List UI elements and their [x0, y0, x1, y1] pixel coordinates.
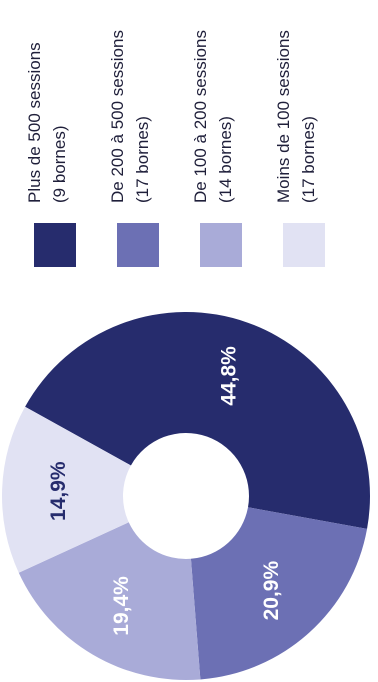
legend-label: Moins de 100 sessions (17 bornes) — [271, 30, 321, 203]
slice-100-200-value-label: 19,4% — [110, 576, 133, 636]
donut-chart: 44,8% 20,9% 19,4% 14,9% — [2, 312, 370, 680]
legend-item-100-200: De 100 à 200 sessions (14 bornes) — [188, 7, 268, 267]
slice-moins-100-value-label: 14,9% — [47, 461, 70, 521]
legend-swatch — [200, 223, 242, 267]
slice-200-500 — [190, 507, 368, 680]
legend-label-text: Plus de 500 sessions — [25, 42, 44, 203]
slice-plus-500 — [25, 312, 370, 529]
legend-label-count: (14 bornes) — [216, 116, 235, 203]
slice-moins-100 — [2, 406, 131, 573]
legend-item-moins-100: Moins de 100 sessions (17 bornes) — [271, 7, 351, 267]
legend-label-count: (17 bornes) — [299, 116, 318, 203]
legend-label-count: (9 bornes) — [50, 125, 69, 203]
legend-label: Plus de 500 sessions (9 bornes) — [22, 42, 72, 203]
legend-label-count: (17 bornes) — [133, 116, 152, 203]
legend-label: De 100 à 200 sessions (14 bornes) — [188, 30, 238, 203]
legend-label: De 200 à 500 sessions (17 bornes) — [105, 30, 155, 203]
legend-item-200-500: De 200 à 500 sessions (17 bornes) — [105, 7, 185, 267]
legend-swatch — [117, 223, 159, 267]
slice-200-500-value-label: 20,9% — [260, 561, 283, 621]
legend-swatch — [283, 223, 325, 267]
slice-plus-500-value-label: 44,8% — [217, 346, 240, 406]
legend-label-text: De 100 à 200 sessions — [191, 30, 210, 203]
legend-swatch — [34, 223, 76, 267]
legend-label-text: De 200 à 500 sessions — [108, 30, 127, 203]
legend-item-plus-500: Plus de 500 sessions (9 bornes) — [22, 7, 102, 267]
slice-100-200 — [18, 522, 201, 680]
legend-label-text: Moins de 100 sessions — [274, 30, 293, 203]
